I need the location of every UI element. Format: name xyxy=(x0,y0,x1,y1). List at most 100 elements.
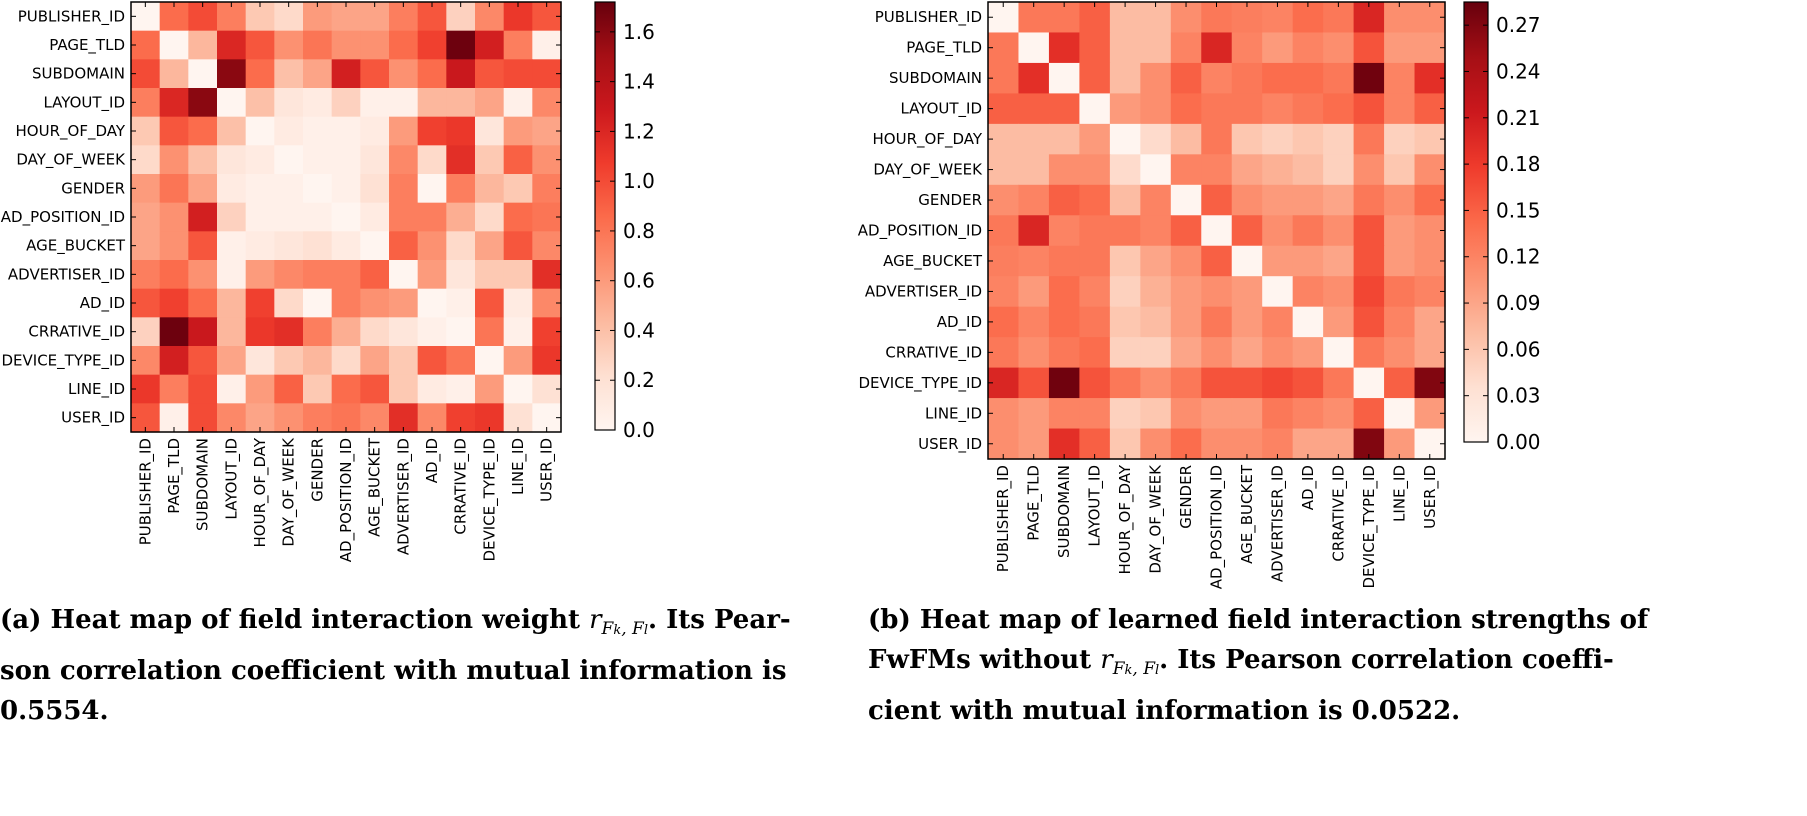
heatmap-b-ytick-label: AGE_BUCKET xyxy=(883,252,983,271)
heatmap-a-cell xyxy=(475,145,505,175)
heatmap-b-cell xyxy=(1323,306,1355,338)
heatmap-b-cell xyxy=(988,123,1020,155)
heatmap-b-cell xyxy=(1292,306,1324,338)
heatmap-a-cell xyxy=(245,59,275,89)
heatmap-b-cell xyxy=(1140,184,1172,216)
heatmap-b-ytick-label: ADVERTISER_ID xyxy=(865,282,982,301)
heatmap-a-cell xyxy=(303,202,333,232)
heatmap-a-ytick-label: PAGE_TLD xyxy=(49,36,125,55)
heatmap-b-ytick-label: DEVICE_TYPE_ID xyxy=(859,374,983,393)
heatmap-b-cell xyxy=(988,32,1020,64)
heatmap-b-cell xyxy=(1384,184,1416,216)
heatmap-b-cell xyxy=(1079,123,1111,155)
heatmap-a-cell xyxy=(217,260,247,290)
heatmap-b-cell xyxy=(1262,2,1294,34)
heatmap-a-cell xyxy=(417,30,447,60)
heatmap-b-cell xyxy=(1353,306,1385,338)
heatmap-a-cell xyxy=(188,260,218,290)
heatmap-b-cell xyxy=(1170,276,1202,308)
heatmap-b-cell xyxy=(988,215,1020,247)
heatmap-a-cell xyxy=(475,260,505,290)
heatmap-b-xtick-label: HOUR_OF_DAY xyxy=(1116,464,1135,574)
heatmap-a-cell xyxy=(159,145,189,175)
heatmap-a-xtick-label: LAYOUT_ID xyxy=(222,438,241,520)
colorbar-b-tick-label: 0.21 xyxy=(1496,106,1541,130)
heatmap-a-cell xyxy=(446,317,476,347)
heatmap-b-xtick-label: AD_POSITION_ID xyxy=(1208,465,1227,589)
heatmap-b-cell xyxy=(1384,337,1416,369)
heatmap-a-cell xyxy=(245,145,275,175)
heatmap-a-cell xyxy=(475,88,505,118)
heatmap-b-cell xyxy=(1323,2,1355,34)
heatmap-a-cell xyxy=(503,59,533,89)
heatmap-a-cell xyxy=(274,88,304,118)
heatmap-a-cell xyxy=(217,30,247,60)
heatmap-a-xtick-label: ADVERTISER_ID xyxy=(394,438,413,555)
heatmap-a-cell xyxy=(303,374,333,404)
heatmap-b-cell xyxy=(1140,245,1172,277)
heatmap-b-cell xyxy=(1384,276,1416,308)
heatmap-a-cell xyxy=(303,346,333,376)
heatmap-b-cell xyxy=(1262,245,1294,277)
colorbar-b-tick-label: 0.09 xyxy=(1496,291,1541,315)
heatmap-b-cell xyxy=(1323,215,1355,247)
heatmap-a-cell xyxy=(475,288,505,318)
heatmap-b-cell xyxy=(1170,184,1202,216)
heatmap-a-cell xyxy=(446,288,476,318)
caption-a-sub-k: k xyxy=(613,623,622,639)
heatmap-b-cell xyxy=(1109,367,1141,399)
heatmap-a-cell xyxy=(217,174,247,204)
heatmap-b-cell xyxy=(1323,93,1355,125)
heatmap-a-cell xyxy=(360,346,390,376)
heatmap-a-cell xyxy=(360,30,390,60)
heatmap-b-cell xyxy=(988,93,1020,125)
heatmap-b-cell xyxy=(988,245,1020,277)
heatmap-b-cell xyxy=(1170,367,1202,399)
heatmap-b-cell xyxy=(988,398,1020,430)
colorbar-b-tick-label: 0.15 xyxy=(1496,198,1541,222)
heatmap-b-cell xyxy=(1201,276,1233,308)
heatmap-a: PUBLISHER_ID PAGE_TLD SUBDOMAIN LAYOUT_ID HO… xyxy=(1,1,655,562)
heatmap-b-cell xyxy=(1170,2,1202,34)
heatmap-a-cell xyxy=(159,231,189,261)
heatmap-b-cell xyxy=(1201,154,1233,186)
heatmap-a-cell xyxy=(446,346,476,376)
heatmap-b-cell xyxy=(1231,276,1263,308)
heatmap-b-cell xyxy=(1140,62,1172,94)
heatmap-a-ytick-label: PUBLISHER_ID xyxy=(18,7,125,26)
heatmap-b-cell xyxy=(1384,32,1416,64)
heatmap-a-cell xyxy=(475,30,505,60)
heatmap-a-cell xyxy=(159,59,189,89)
heatmap-a-cell xyxy=(417,202,447,232)
caption-b-sub-f2: F xyxy=(1143,659,1155,680)
heatmap-b-ytick-label: AD_POSITION_ID xyxy=(858,222,982,241)
heatmap-b-cell xyxy=(1048,367,1080,399)
heatmap-b-xtick-label: AD_ID xyxy=(1299,465,1318,510)
heatmap-a-cell xyxy=(217,59,247,89)
heatmap-a-cell xyxy=(417,317,447,347)
heatmap-a-cell xyxy=(389,88,419,118)
heatmap-a-cell xyxy=(188,30,218,60)
heatmap-b-cell xyxy=(1109,2,1141,34)
heatmap-b-cell xyxy=(988,337,1020,369)
heatmap-b-cell xyxy=(988,2,1020,34)
heatmap-a-xtick-label: USER_ID xyxy=(538,438,557,502)
heatmap-b-cell xyxy=(1201,215,1233,247)
heatmap-b-cell xyxy=(1109,306,1141,338)
heatmap-b-cell xyxy=(1170,398,1202,430)
caption-b-sub-f1: F xyxy=(1112,659,1125,680)
heatmap-a-cell xyxy=(159,88,189,118)
heatmap-b-cell xyxy=(1384,154,1416,186)
heatmap-a-cell xyxy=(389,59,419,89)
heatmap-b-cell xyxy=(1079,245,1111,277)
heatmap-a-cell xyxy=(503,88,533,118)
heatmap-b-cell xyxy=(1384,367,1416,399)
heatmap-a-cell xyxy=(245,288,275,318)
heatmap-a-cell xyxy=(389,202,419,232)
heatmap-a-cell xyxy=(245,116,275,146)
colorbar-b-tick-label: 0.06 xyxy=(1496,337,1541,361)
colorbar-a-tick-label: 0.2 xyxy=(623,368,655,392)
caption-a-sub-f2: F xyxy=(632,619,644,640)
heatmap-a-cell xyxy=(417,231,447,261)
heatmap-b-cell xyxy=(1048,276,1080,308)
